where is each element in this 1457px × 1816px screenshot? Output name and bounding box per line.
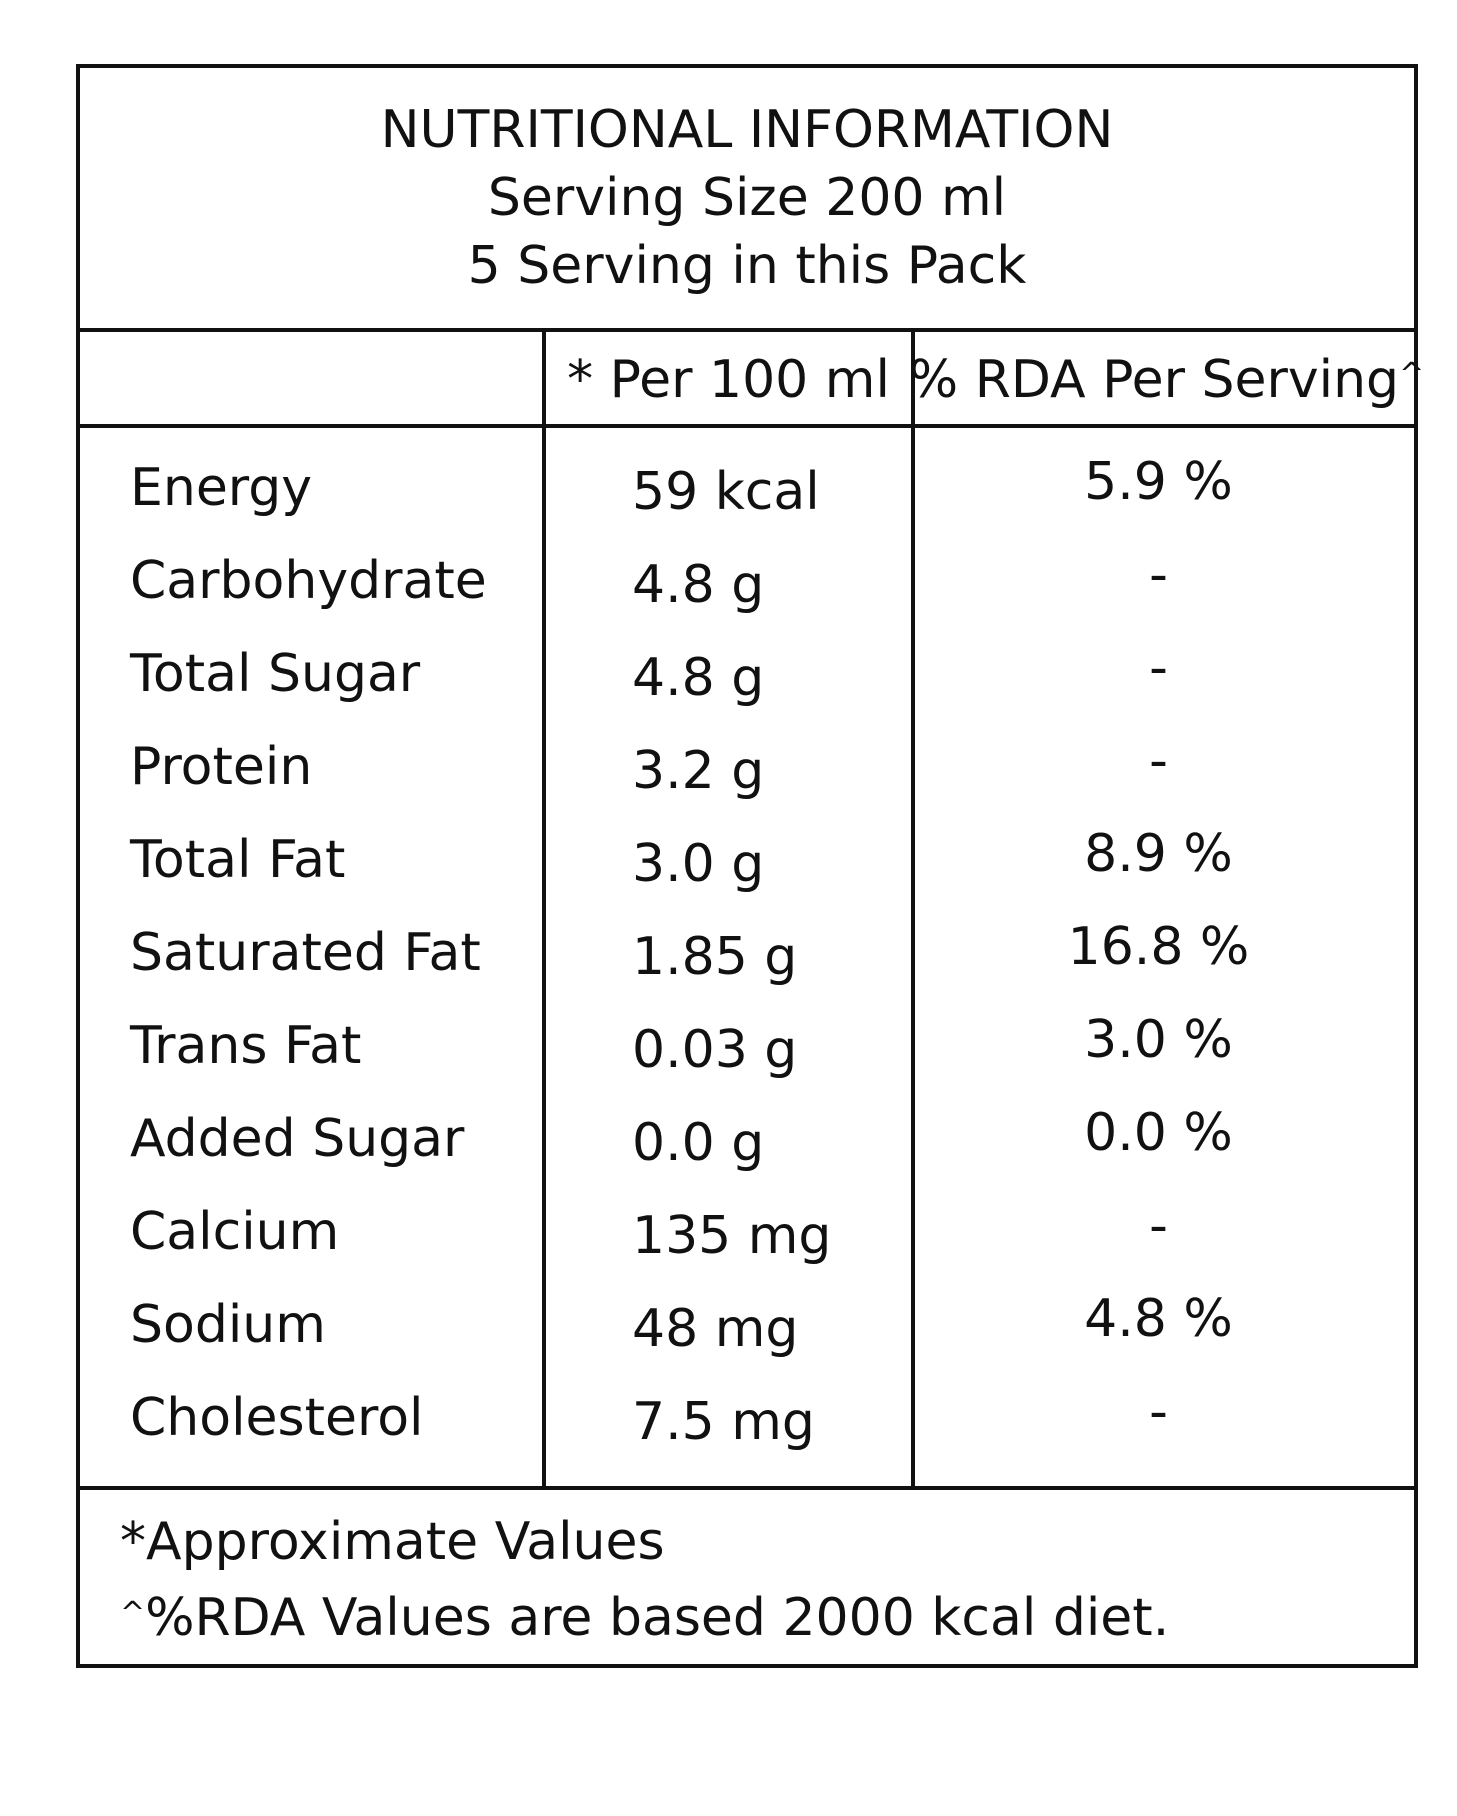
nutrient-name: Total Fat [130,830,346,890]
nutrient-rda: 8.9 % [1084,824,1233,884]
nutrition-label: NUTRITIONAL INFORMATION Serving Size 200… [76,64,1425,1668]
table-row: Protein 3.2 g - [80,731,1414,830]
column-header-rda: % RDA Per Serving ^ [908,350,1425,410]
nutrient-name: Cholesterol [130,1388,424,1448]
nutrient-rda: 5.9 % [1084,452,1233,512]
label-header: NUTRITIONAL INFORMATION Serving Size 200… [80,96,1414,300]
nutrient-rda: 16.8 % [1067,917,1250,977]
nutrient-rda: - [1149,1382,1168,1442]
nutrient-rda: - [1149,545,1168,605]
footer-divider [80,1486,1414,1490]
table-row: Total Sugar 4.8 g - [80,638,1414,737]
nutrient-per-100ml: 4.8 g [632,648,765,708]
column-header-divider [80,424,1414,428]
nutrient-name: Trans Fat [130,1016,362,1076]
servings-per-pack: 5 Serving in this Pack [467,236,1027,296]
column-divider-1 [542,328,546,1490]
footnotes: *Approximate Values ^%RDA Values are bas… [120,1504,1169,1656]
nutrient-per-100ml: 0.0 g [632,1113,765,1173]
nutrient-rda: - [1149,1196,1168,1256]
footnote-rda-marker: ^ [120,1596,146,1631]
nutrient-per-100ml: 3.0 g [632,834,765,894]
nutrient-per-100ml: 48 mg [632,1299,799,1359]
table-row: Energy 59 kcal 5.9 % [80,452,1414,551]
nutrient-per-100ml: 59 kcal [632,462,820,522]
nutrient-name: Energy [130,458,313,518]
table-row: Calcium 135 mg - [80,1196,1414,1295]
nutrient-per-100ml: 7.5 mg [632,1392,815,1452]
nutrient-rda: 0.0 % [1084,1103,1233,1163]
nutrient-per-100ml: 135 mg [632,1206,832,1266]
table-row: Carbohydrate 4.8 g - [80,545,1414,644]
nutrient-rda: 3.0 % [1084,1010,1233,1070]
column-header-per-100ml: * Per 100 ml [567,350,890,410]
nutrient-per-100ml: 0.03 g [632,1020,798,1080]
nutrient-per-100ml: 4.8 g [632,555,765,615]
nutrient-rda: - [1149,638,1168,698]
nutrient-rows: Energy 59 kcal 5.9 % Carbohydrate 4.8 g … [80,452,1414,1481]
header-divider [80,328,1414,332]
serving-size: Serving Size 200 ml [487,168,1007,228]
nutrient-name: Calcium [130,1202,340,1262]
table-row: Added Sugar 0.0 g 0.0 % [80,1103,1414,1202]
label-title: NUTRITIONAL INFORMATION [380,100,1114,160]
nutrient-per-100ml: 3.2 g [632,741,765,801]
footnote-approx: *Approximate Values [120,1512,665,1572]
nutrient-name: Saturated Fat [130,923,481,983]
nutrient-name: Protein [130,737,313,797]
nutrient-rda: - [1149,731,1168,791]
nutrient-rda: 4.8 % [1084,1289,1233,1349]
table-row: Trans Fat 0.03 g 3.0 % [80,1010,1414,1109]
nutrient-name: Carbohydrate [130,551,487,611]
table-row: Total Fat 3.0 g 8.9 % [80,824,1414,923]
rda-marker: ^ [1399,356,1425,392]
nutrient-name: Sodium [130,1295,326,1355]
nutrient-name: Total Sugar [130,644,421,704]
table-row: Saturated Fat 1.85 g 16.8 % [80,917,1414,1016]
table-row: Sodium 48 mg 4.8 % [80,1289,1414,1388]
table-row: Cholesterol 7.5 mg - [80,1382,1414,1481]
nutrient-per-100ml: 1.85 g [632,927,798,987]
column-divider-2 [911,328,915,1490]
nutrient-name: Added Sugar [130,1109,465,1169]
footnote-rda: ^%RDA Values are based 2000 kcal diet. [120,1588,1170,1648]
